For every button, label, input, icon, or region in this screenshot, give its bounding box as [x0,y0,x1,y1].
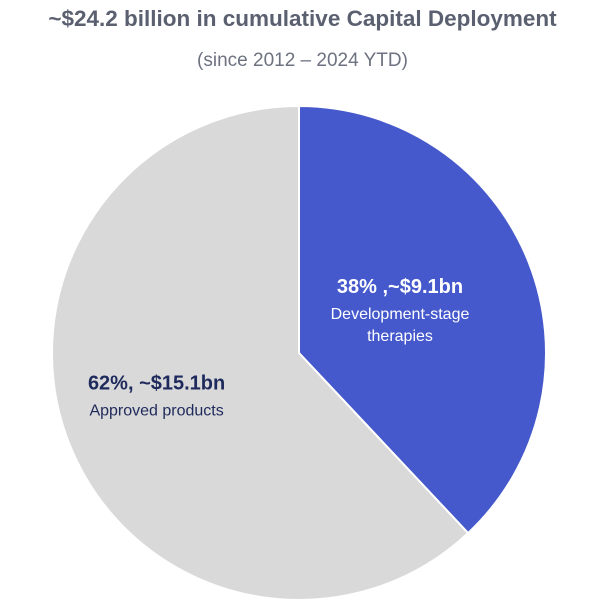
slice-category-label-1-0: Approved products [89,402,223,419]
pie-slice-1 [51,104,470,601]
pie-slice-0 [298,104,547,535]
chart-title: ~$24.2 billion in cumulative Capital Dep… [48,6,557,31]
slice-category-label-0-0: Development-stage [331,306,470,323]
chart-subtitle: (since 2012 – 2024 YTD) [197,50,408,71]
slice-category-label-0-1: therapies [367,328,433,345]
slice-value-label-1: 62%, ~$15.1bn [88,372,225,394]
slice-value-label-0: 38% ,~$9.1bn [337,276,463,298]
